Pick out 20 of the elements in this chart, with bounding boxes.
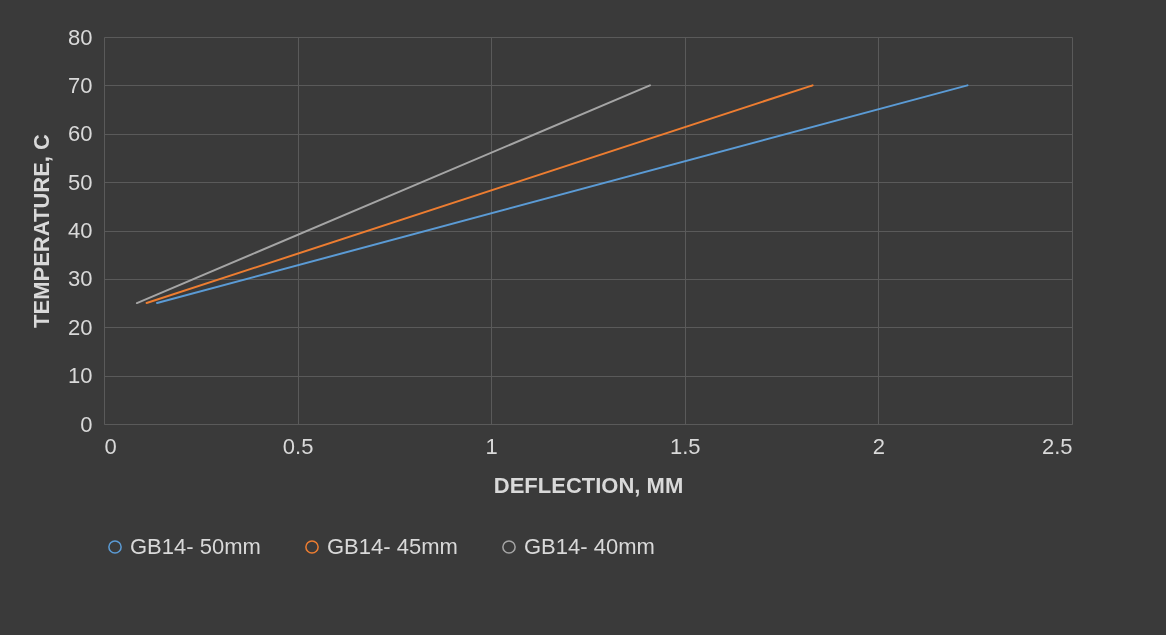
y-tick-label: 10 — [68, 363, 93, 389]
x-tick-label: 1 — [485, 433, 498, 459]
y-tick-label: 60 — [68, 121, 93, 147]
x-tick-label: 0.5 — [282, 433, 314, 459]
y-tick-label: 80 — [68, 24, 93, 50]
x-tick-label: 2 — [872, 433, 886, 459]
x-tick-label: 0 — [104, 433, 117, 459]
legend-label: GB14- 45mm — [327, 534, 458, 559]
x-axis-title: DEFLECTION, MM — [493, 472, 684, 498]
y-tick-label: 30 — [68, 266, 93, 292]
legend-label: GB14- 50mm — [130, 534, 261, 559]
legend-label: GB14- 40mm — [524, 534, 655, 559]
y-tick-label: 50 — [68, 169, 93, 195]
y-axis-title: TEMPERATURE, C — [29, 133, 55, 328]
y-tick-label: 20 — [68, 314, 93, 340]
y-tick-label: 70 — [68, 72, 93, 98]
y-tick-label: 0 — [80, 411, 93, 437]
x-tick-label: 1.5 — [670, 433, 701, 459]
y-tick-label: 40 — [68, 218, 93, 243]
x-tick-label: 2.5 — [1041, 433, 1073, 459]
